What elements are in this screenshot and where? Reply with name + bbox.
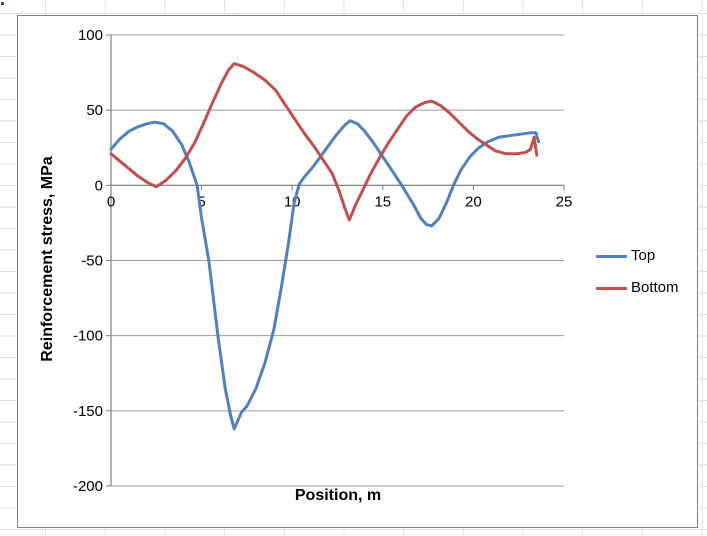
y-tick-label: -100 (73, 328, 103, 345)
x-tick-label: 15 (374, 193, 391, 210)
y-tick-label: 50 (86, 102, 103, 119)
legend-line-sample-bottom (596, 286, 627, 290)
series-line-top[interactable] (109, 119, 541, 431)
legend-line-sample-top (596, 254, 627, 258)
x-axis-title: Position, m (294, 487, 382, 504)
x-tick-label: 25 (556, 193, 573, 210)
chart-object[interactable]: 100 50 0 -50 -100 -150 -200 0 5 10 15 20 25 Position… (17, 15, 698, 528)
y-tick-label: -150 (73, 403, 103, 420)
x-tick-label: 0 (107, 193, 115, 210)
legend-label: Bottom (631, 279, 679, 296)
y-axis-title: Reinforcement stress, MPa (39, 156, 56, 362)
legend[interactable]: Top Bottom (596, 248, 679, 296)
stray-marker-dot (1, 2, 4, 5)
x-tick-label: 5 (197, 193, 205, 210)
legend-item-bottom[interactable]: Bottom (596, 280, 679, 296)
y-tick-label: 100 (78, 27, 103, 44)
y-tick-label: -50 (81, 253, 103, 270)
legend-item-top[interactable]: Top (596, 248, 679, 264)
legend-label: Top (631, 247, 656, 264)
y-tick-label: -200 (73, 478, 103, 495)
x-tick-label: 20 (465, 193, 482, 210)
series-line-bottom[interactable] (109, 62, 539, 222)
y-tick-label: 0 (95, 177, 103, 194)
